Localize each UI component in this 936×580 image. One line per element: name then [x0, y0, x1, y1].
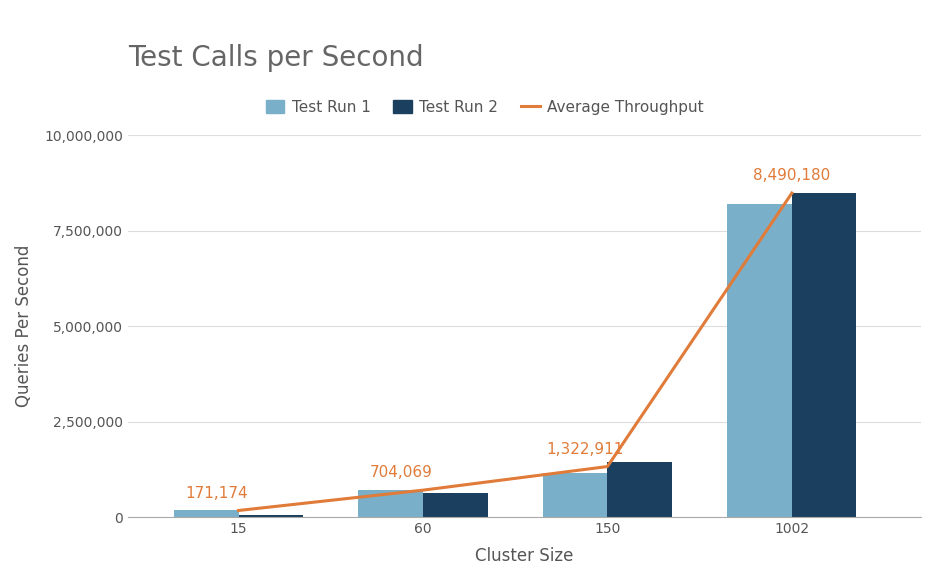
Bar: [792, 193, 856, 517]
Bar: [727, 204, 792, 517]
X-axis label: Cluster Size: Cluster Size: [475, 547, 574, 565]
Text: 1,322,911: 1,322,911: [547, 441, 624, 456]
Y-axis label: Queries Per Second: Queries Per Second: [15, 245, 33, 407]
Legend: Test Run 1, Test Run 2, Average Throughput: Test Run 1, Test Run 2, Average Throughp…: [259, 93, 709, 121]
Text: Test Calls per Second: Test Calls per Second: [128, 44, 423, 72]
Bar: [239, 515, 303, 517]
Bar: [543, 473, 607, 517]
Bar: [174, 510, 239, 517]
Bar: [358, 490, 423, 517]
Text: 8,490,180: 8,490,180: [753, 168, 830, 183]
Text: 704,069: 704,069: [370, 465, 432, 480]
Bar: [423, 494, 488, 517]
Text: 171,174: 171,174: [185, 485, 248, 501]
Bar: [607, 462, 672, 517]
